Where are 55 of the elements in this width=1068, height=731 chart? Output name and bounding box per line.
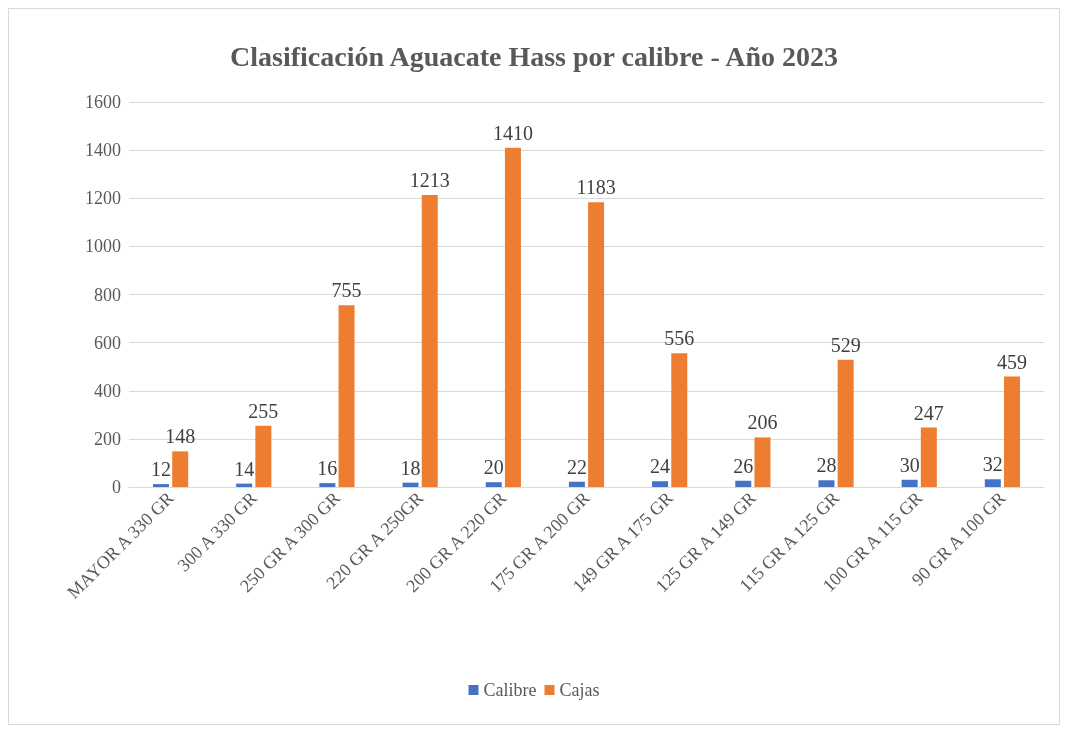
data-label: 14 bbox=[234, 457, 255, 480]
data-label: 32 bbox=[982, 453, 1003, 476]
y-tick-label: 1200 bbox=[85, 188, 121, 209]
legend-label: Calibre bbox=[483, 680, 537, 700]
bar bbox=[920, 427, 937, 487]
bar bbox=[818, 480, 835, 487]
bar bbox=[671, 353, 688, 487]
data-label: 16 bbox=[317, 457, 338, 480]
y-tick-label: 400 bbox=[94, 380, 121, 401]
data-label: 12 bbox=[150, 458, 171, 481]
bar bbox=[504, 147, 521, 487]
data-label: 755 bbox=[331, 279, 362, 302]
data-label: 255 bbox=[248, 399, 279, 422]
bar bbox=[485, 482, 502, 487]
data-label: 556 bbox=[664, 327, 695, 350]
data-label: 529 bbox=[830, 333, 861, 356]
bar bbox=[568, 481, 585, 487]
bar bbox=[652, 481, 669, 487]
data-label: 1183 bbox=[576, 176, 616, 199]
data-label: 1410 bbox=[492, 121, 533, 144]
bar bbox=[754, 437, 771, 487]
bar bbox=[421, 195, 438, 487]
bar bbox=[901, 479, 918, 487]
data-label: 148 bbox=[165, 425, 196, 448]
data-label: 22 bbox=[566, 455, 587, 478]
bar bbox=[319, 483, 336, 487]
data-label: 20 bbox=[483, 456, 504, 479]
data-label: 206 bbox=[747, 411, 778, 434]
data-label: 24 bbox=[650, 455, 671, 478]
bar bbox=[984, 479, 1001, 487]
data-label: 18 bbox=[400, 456, 421, 479]
y-tick-label: 1600 bbox=[85, 92, 121, 112]
y-tick-label: 800 bbox=[94, 284, 121, 305]
bar bbox=[1004, 376, 1021, 487]
bar bbox=[588, 202, 605, 487]
chart-title: Clasificación Aguacate Hass por calibre - Año 2023 bbox=[230, 40, 838, 72]
bar bbox=[152, 484, 169, 487]
y-tick-label: 1400 bbox=[85, 140, 121, 161]
data-label: 1213 bbox=[409, 169, 450, 192]
data-label: 28 bbox=[816, 454, 837, 477]
y-tick-label: 1000 bbox=[85, 236, 121, 257]
data-label: 26 bbox=[733, 454, 754, 477]
bar bbox=[402, 482, 419, 487]
data-label: 459 bbox=[997, 350, 1028, 373]
data-label: 30 bbox=[899, 453, 920, 476]
data-label: 247 bbox=[913, 401, 944, 424]
bar bbox=[735, 480, 752, 487]
bar bbox=[255, 425, 272, 487]
legend-label: Cajas bbox=[559, 680, 600, 700]
bar bbox=[338, 305, 355, 487]
y-tick-label: 0 bbox=[112, 477, 121, 497]
bar bbox=[837, 359, 854, 487]
y-tick-label: 600 bbox=[94, 332, 121, 353]
bar bbox=[172, 451, 189, 487]
y-tick-label: 200 bbox=[94, 428, 121, 449]
